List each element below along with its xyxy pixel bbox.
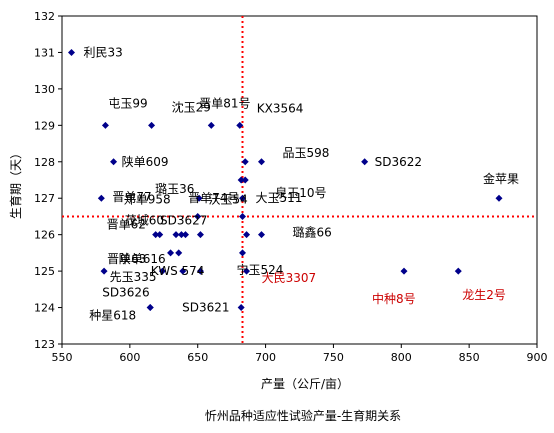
data-point	[175, 249, 183, 257]
point-label: 璐鑫66	[293, 225, 332, 240]
axes: 550 600 650 700 750 800 850 900 123 124 125 126 127 1…	[34, 10, 548, 364]
point-label: KWS 574	[151, 264, 205, 278]
point-label: SD3622	[375, 155, 422, 169]
x-tick-label: 750	[323, 351, 344, 364]
data-point	[97, 194, 105, 202]
point-label: 晋单77	[112, 190, 151, 204]
data-point	[100, 267, 108, 275]
point-label: 金苹果	[483, 171, 519, 186]
data-point	[243, 267, 251, 275]
data-point	[243, 231, 251, 239]
x-axis-label: 产量（公斤/亩）	[261, 376, 349, 391]
point-label: 郑单958	[124, 191, 171, 206]
point-label: 晋单62	[107, 218, 146, 232]
y-tick-label: 128	[34, 156, 55, 169]
y-tick-label: 131	[34, 46, 55, 59]
y-tick-label: 125	[34, 265, 55, 278]
point-label: 宁玉524	[237, 262, 284, 277]
x-tick-label: 850	[459, 351, 480, 364]
data-point	[241, 158, 249, 166]
point-label: 品玉598	[283, 146, 330, 160]
y-tick-label: 123	[34, 338, 55, 351]
data-point	[182, 231, 189, 239]
point-label: 先玉335	[110, 270, 157, 284]
point-label: 沃玉54	[209, 192, 248, 206]
data-point	[258, 158, 265, 166]
data-point	[152, 231, 160, 239]
point-label: 屯玉99	[108, 96, 147, 110]
data-point	[146, 304, 154, 312]
data-point	[237, 176, 245, 184]
point-label: 晋单63	[107, 252, 146, 266]
point-label: 晋单74号	[188, 191, 239, 205]
point-labels: 利民33 晋单81号 KX3564 屯玉99 沈玉29 陕单609 品玉598 SD3622 泉…	[84, 45, 520, 322]
data-point	[196, 231, 204, 239]
y-axis-label: 生育期（天）	[8, 147, 23, 219]
x-tick-label: 600	[119, 351, 140, 364]
data-point	[68, 48, 75, 56]
point-label: 大玉511	[256, 191, 303, 205]
point-label: 利民33	[84, 45, 123, 59]
x-tick-label: 800	[391, 351, 412, 364]
data-point	[156, 231, 164, 239]
point-label: SD3627	[160, 214, 207, 228]
x-tick-label: 900	[527, 351, 548, 364]
y-tick-label: 130	[34, 83, 55, 96]
point-label: 陕单609	[122, 154, 169, 169]
point-label: SD3621	[182, 301, 229, 315]
data-point	[454, 267, 462, 275]
data-point	[158, 267, 166, 275]
data-point	[179, 267, 187, 275]
data-point	[101, 121, 109, 129]
point-label: 龙生2号	[462, 288, 506, 302]
data-point	[237, 304, 245, 312]
data-point	[177, 231, 185, 239]
x-tick-label: 550	[52, 351, 73, 364]
data-point	[241, 176, 249, 184]
data-point	[236, 121, 244, 129]
point-label: 沈玉29	[172, 99, 211, 114]
point-label: SD3626	[102, 286, 149, 300]
data-point	[239, 249, 246, 257]
x-tick-label: 700	[255, 351, 276, 364]
data-point	[194, 212, 202, 220]
point-label: KX3564	[257, 101, 304, 115]
point-label: 大民3307	[262, 271, 317, 285]
data-point	[495, 194, 503, 202]
chart-caption: 忻州品种适应性试验产量-生育期关系	[205, 408, 401, 423]
point-label: 晋单81号	[199, 96, 250, 110]
data-point	[239, 212, 246, 220]
point-label: 种星618	[89, 309, 136, 323]
data-point	[195, 194, 203, 202]
x-tick-label: 650	[187, 351, 208, 364]
y-tick-label: 129	[34, 119, 55, 132]
data-point	[196, 267, 204, 275]
data-point	[172, 231, 180, 239]
data-point	[167, 249, 175, 257]
y-tick-label: 127	[34, 192, 55, 205]
data-point	[110, 158, 118, 166]
point-label: 茂城60	[125, 214, 164, 228]
point-label: 璐玉36	[155, 182, 194, 196]
reference-lines	[62, 16, 537, 344]
point-label: 中种8号	[372, 291, 416, 306]
data-point	[400, 267, 408, 275]
y-tick-label: 124	[34, 302, 55, 315]
data-point	[239, 194, 246, 202]
data-point	[148, 121, 156, 129]
data-point	[207, 121, 215, 129]
point-label: 泉玉10号	[275, 186, 326, 200]
point-label: 陕单616	[119, 251, 166, 266]
plot-area-frame	[61, 15, 538, 345]
data-point	[361, 158, 369, 166]
y-tick-label: 132	[34, 10, 55, 23]
data-point	[258, 231, 265, 239]
data-points	[68, 48, 503, 312]
y-tick-label: 126	[34, 229, 55, 242]
